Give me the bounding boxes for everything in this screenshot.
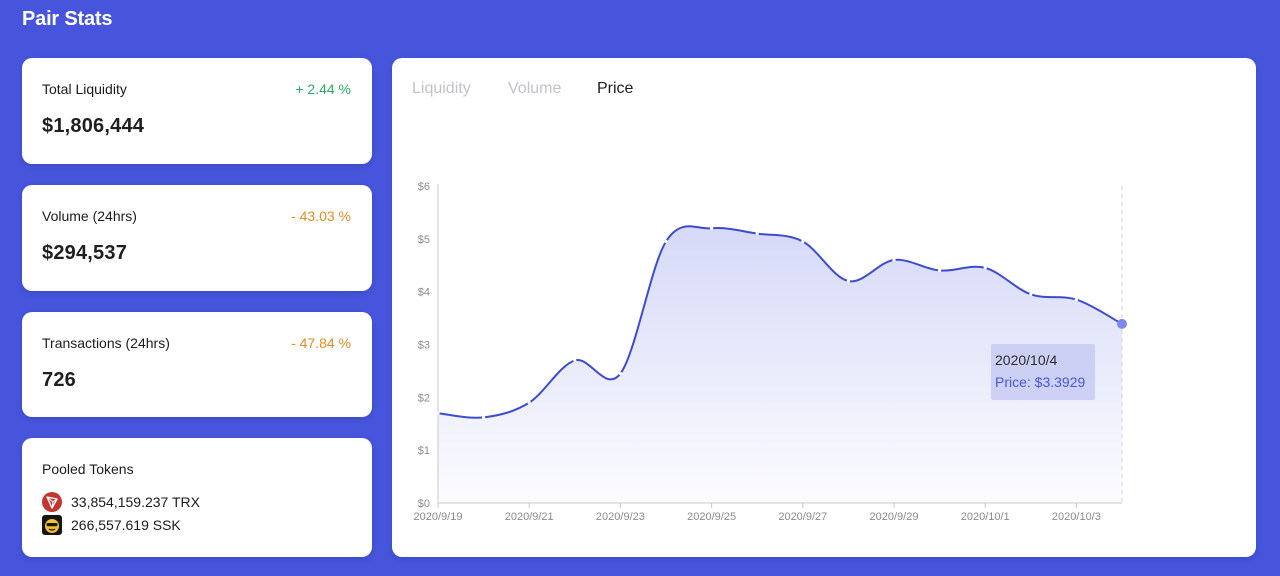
- trx-token-icon: [42, 492, 62, 512]
- token-row-trx: 33,854,159.237 TRX: [42, 492, 200, 512]
- y-tick-label: $5: [418, 234, 430, 246]
- data-point: [527, 401, 531, 405]
- data-point: [892, 258, 896, 262]
- transactions-change: - 47.84 %: [291, 335, 351, 351]
- ssk-token-icon: [42, 515, 62, 535]
- data-point: [1029, 292, 1033, 296]
- pooled-tokens-label: Pooled Tokens: [42, 461, 134, 477]
- y-tick-label: $4: [418, 287, 430, 299]
- y-tick-label: $6: [418, 181, 430, 193]
- total-liquidity-change: + 2.44 %: [295, 81, 351, 97]
- tooltip-date: 2020/10/4: [995, 352, 1058, 368]
- x-tick-label: 2020/10/1: [961, 511, 1010, 523]
- y-tick-label: $0: [418, 498, 430, 510]
- data-point: [436, 411, 440, 415]
- total-liquidity-value: $1,806,444: [42, 115, 145, 137]
- data-point: [710, 226, 714, 230]
- y-tick-label: $1: [418, 445, 430, 457]
- data-point: [983, 266, 987, 270]
- x-tick-label: 2020/9/27: [778, 511, 827, 523]
- ssk-amount: 266,557.619 SSK: [71, 517, 181, 533]
- total-liquidity-label: Total Liquidity: [42, 81, 127, 97]
- pooled-tokens-card: Pooled Tokens 33,854,159.237 TRX 266,557…: [22, 438, 372, 557]
- data-point: [618, 371, 622, 376]
- active-data-point: [1117, 318, 1127, 329]
- trx-amount: 33,854,159.237 TRX: [71, 494, 200, 510]
- x-tick-label: 2020/9/21: [505, 511, 554, 523]
- y-tick-label: $2: [418, 392, 430, 404]
- data-point: [938, 268, 942, 273]
- data-point: [573, 358, 577, 362]
- x-tick-label: 2020/9/29: [870, 511, 919, 523]
- volume-change: - 43.03 %: [291, 208, 351, 224]
- x-tick-label: 2020/10/3: [1052, 511, 1101, 523]
- volume-value: $294,537: [42, 242, 128, 264]
- total-liquidity-card: Total Liquidity + 2.44 % $1,806,444: [22, 58, 372, 164]
- data-point: [664, 239, 668, 244]
- x-tick-label: 2020/9/23: [596, 511, 645, 523]
- y-tick-label: $3: [418, 340, 430, 352]
- tooltip-price: Price: $3.3929: [995, 374, 1086, 390]
- volume-card: Volume (24hrs) - 43.03 % $294,537: [22, 185, 372, 291]
- x-tick-label: 2020/9/25: [687, 511, 736, 523]
- chart-tooltip: 2020/10/4 Price: $3.3929: [991, 344, 1095, 400]
- token-row-ssk: 266,557.619 SSK: [42, 515, 181, 535]
- price-area: [438, 226, 1122, 503]
- tab-liquidity[interactable]: Liquidity: [412, 80, 471, 97]
- data-point: [755, 231, 759, 236]
- transactions-label: Transactions (24hrs): [42, 335, 170, 351]
- x-tick-label: 2020/9/19: [414, 511, 463, 523]
- price-chart[interactable]: $0 $1 $2 $3 $4 $5 $6 2020/9/19 2020/9/21 2020/9/2…: [392, 58, 1256, 557]
- data-point: [1074, 297, 1078, 302]
- transactions-card: Transactions (24hrs) - 47.84 % 726: [22, 312, 372, 417]
- data-point: [846, 279, 850, 283]
- chart-panel: Liquidity Volume Price $0 $1 $2 $3 $4 $5 $6 202…: [392, 58, 1256, 557]
- data-point: [801, 239, 805, 244]
- data-point: [482, 415, 486, 420]
- price-line: [437, 225, 1123, 419]
- page-title: Pair Stats: [22, 8, 113, 30]
- volume-label: Volume (24hrs): [42, 208, 137, 224]
- transactions-value: 726: [42, 369, 76, 391]
- tab-price[interactable]: Price: [597, 80, 634, 97]
- tab-volume[interactable]: Volume: [508, 80, 562, 97]
